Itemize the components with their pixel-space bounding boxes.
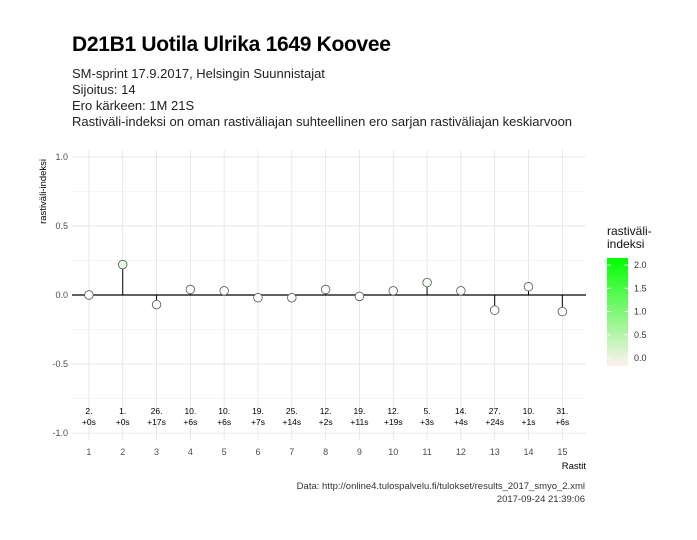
y-tick-label: -0.5 — [52, 359, 68, 369]
x-tick-label: 2 — [120, 447, 125, 457]
split-position-label: 12. — [387, 406, 399, 416]
split-position-label: 27. — [489, 406, 501, 416]
x-tick-label: 5 — [222, 447, 227, 457]
y-axis-title: rastiväli-indeksi — [38, 159, 49, 224]
timestamp-caption: 2017-09-24 21:39:06 — [496, 494, 585, 505]
x-tick-label: 6 — [255, 447, 260, 457]
time-diff-label: +0s — [82, 417, 96, 427]
time-diff-label: +2s — [319, 417, 333, 427]
x-tick-label: 11 — [422, 447, 431, 457]
data-point — [287, 293, 297, 303]
legend-title-line2: indeksi — [607, 237, 645, 251]
time-diff-label: +7s — [251, 417, 265, 427]
split-position-label: 10. — [523, 406, 535, 416]
y-tick-label: 0.5 — [55, 221, 68, 231]
data-point — [523, 282, 534, 292]
split-position-label: 10. — [184, 406, 196, 416]
subtitle-gap: Ero kärkeen: 1M 21S — [72, 98, 195, 113]
chart-title: D21B1 Uotila Ulrika 1649 Koovee — [72, 33, 391, 56]
x-tick-label: 14 — [524, 447, 534, 457]
data-source-caption: Data: http://online4.tulospalvelu.fi/tul… — [296, 481, 585, 492]
split-position-label: 12. — [320, 406, 332, 416]
time-diff-label: +24s — [485, 417, 504, 427]
time-diff-label: +6s — [555, 417, 569, 427]
time-diff-label: +0s — [116, 417, 130, 427]
time-diff-label: +6s — [183, 417, 197, 427]
data-point — [422, 277, 432, 288]
legend-colorbar — [607, 258, 628, 366]
y-tick-label: 1.0 — [55, 152, 68, 162]
x-tick-label: 15 — [557, 447, 567, 457]
x-axis-title: Rastit — [562, 461, 587, 472]
data-point — [118, 259, 128, 270]
split-position-label: 19. — [252, 406, 264, 416]
split-position-label: 5. — [424, 406, 431, 416]
data-point — [557, 306, 568, 317]
time-diff-label: +4s — [454, 417, 468, 427]
time-diff-label: +3s — [420, 417, 434, 427]
legend-tick-label: 0.5 — [634, 330, 647, 340]
y-tick-label: 0.0 — [55, 290, 68, 300]
legend-title-line1: rastiväli- — [607, 224, 652, 238]
split-position-label: 2. — [85, 406, 92, 416]
time-diff-label: +14s — [282, 417, 301, 427]
data-point — [219, 286, 229, 296]
data-point — [185, 284, 196, 295]
time-diff-label: +1s — [522, 417, 536, 427]
subtitle-rank: Sijoitus: 14 — [72, 82, 136, 97]
data-point — [456, 286, 466, 296]
x-tick-label: 1 — [86, 447, 91, 457]
split-position-label: 19. — [354, 406, 366, 416]
split-position-label: 1. — [119, 406, 126, 416]
subtitle-description: Rastiväli-indeksi on oman rastiväliajan … — [72, 114, 573, 129]
x-tick-label: 7 — [289, 447, 294, 457]
time-diff-label: +6s — [217, 417, 231, 427]
y-tick-label: -1.0 — [52, 428, 68, 438]
x-tick-label: 10 — [388, 447, 398, 457]
split-position-label: 31. — [556, 406, 568, 416]
data-point — [84, 290, 94, 300]
split-position-label: 25. — [286, 406, 298, 416]
data-point — [320, 284, 331, 295]
x-tick-label: 4 — [188, 447, 193, 457]
data-point — [354, 291, 365, 302]
x-tick-label: 3 — [154, 447, 159, 457]
legend-tick-label: 2.0 — [634, 260, 647, 270]
data-point — [388, 286, 398, 296]
time-diff-label: +17s — [147, 417, 166, 427]
subtitle-event: SM-sprint 17.9.2017, Helsingin Suunnista… — [72, 66, 325, 81]
split-position-label: 26. — [151, 406, 163, 416]
data-point — [151, 299, 162, 310]
split-position-label: 10. — [218, 406, 230, 416]
time-diff-label: +19s — [384, 417, 403, 427]
data-point — [489, 305, 500, 315]
legend-title: rastiväli- indeksi — [607, 225, 652, 251]
legend-tick-label: 1.5 — [634, 283, 647, 293]
split-position-label: 14. — [455, 406, 467, 416]
x-tick-label: 12 — [456, 447, 466, 457]
x-tick-label: 9 — [357, 447, 362, 457]
legend-tick-label: 1.0 — [634, 307, 647, 317]
x-tick-label: 13 — [490, 447, 500, 457]
data-point — [253, 293, 263, 303]
legend-tick-label: 0.0 — [634, 353, 647, 363]
x-tick-label: 8 — [323, 447, 328, 457]
time-diff-label: +11s — [350, 417, 368, 427]
